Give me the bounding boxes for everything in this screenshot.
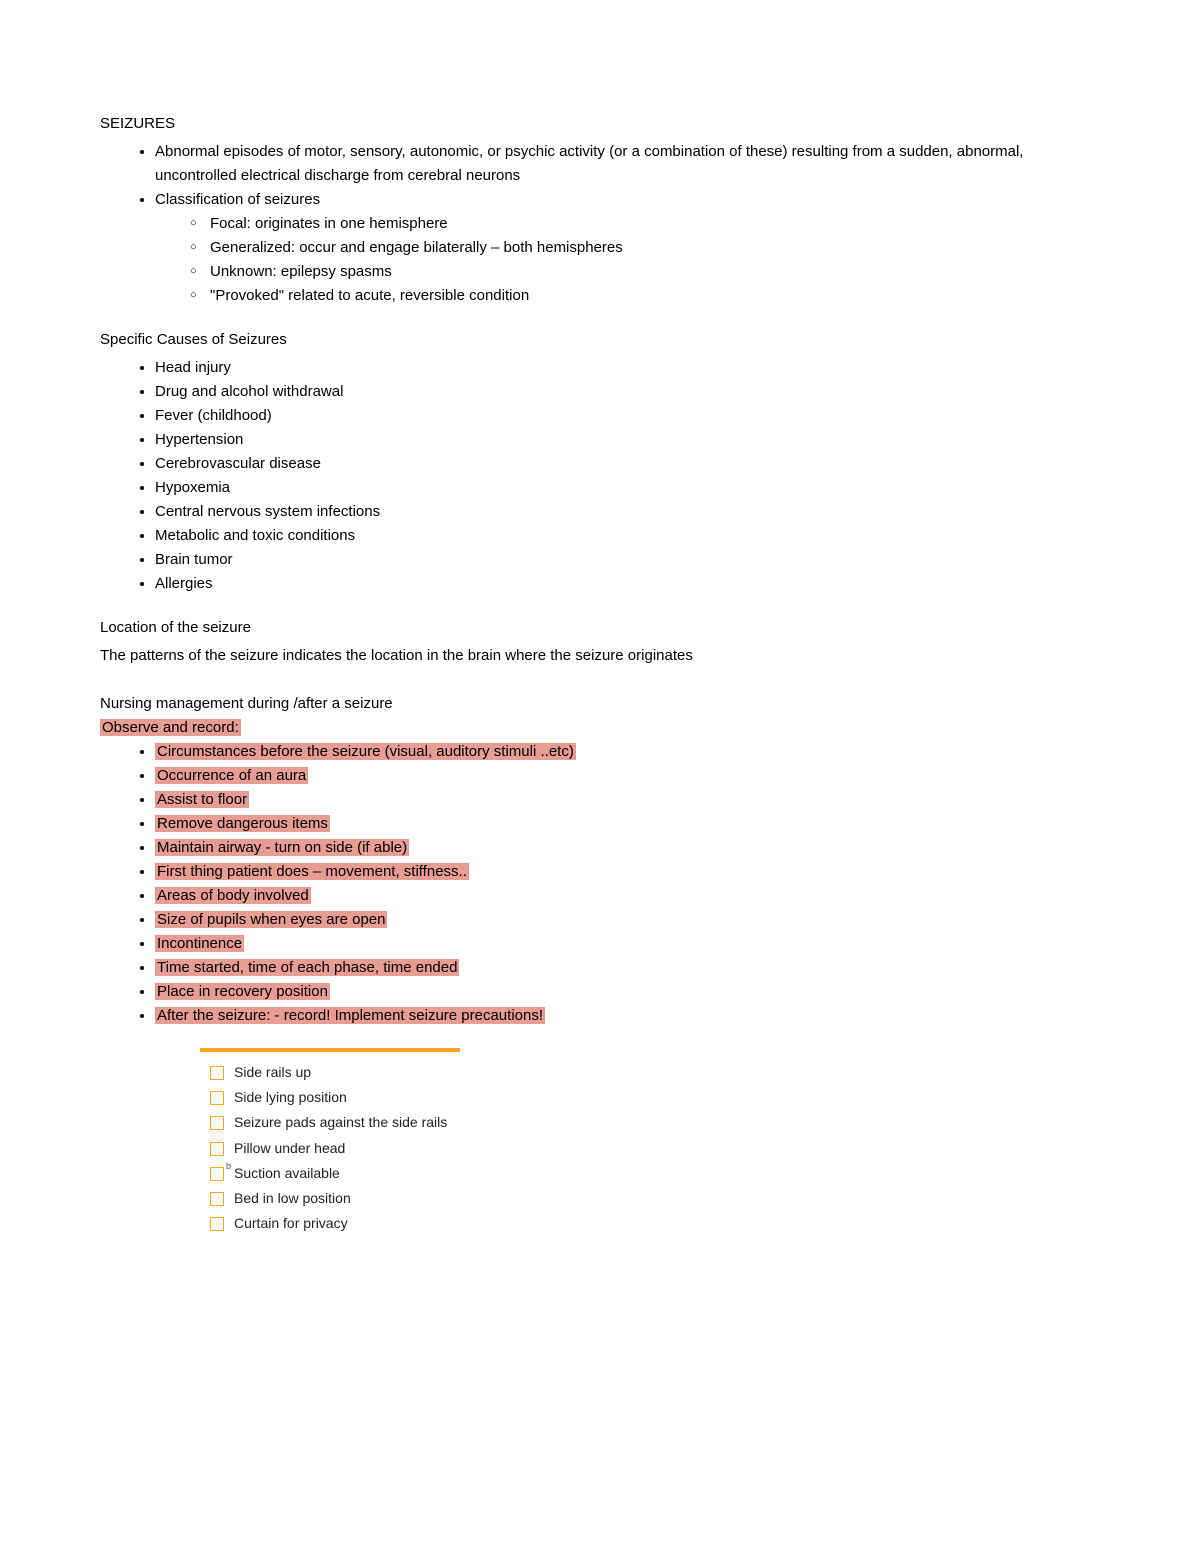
checklist-row: Seizure pads against the side rails [210, 1110, 450, 1135]
document-page: SEIZURES Abnormal episodes of motor, sen… [0, 0, 1200, 1302]
list-item: Assist to floor [155, 788, 1100, 812]
highlighted-text: First thing patient does – movement, sti… [155, 863, 469, 880]
checkbox-icon [210, 1091, 224, 1105]
location-text: The patterns of the seizure indicates th… [100, 644, 1100, 668]
checklist-row: Bed in low position [210, 1186, 450, 1211]
list-item: Abnormal episodes of motor, sensory, aut… [155, 140, 1100, 188]
list-item: Place in recovery position [155, 980, 1100, 1004]
list-item: First thing patient does – movement, sti… [155, 860, 1100, 884]
checkbox-icon [210, 1192, 224, 1206]
precautions-checklist: Side rails upSide lying positionSeizure … [200, 1048, 460, 1242]
list-item: Hypertension [155, 428, 1100, 452]
checkbox-icon [210, 1142, 224, 1156]
checklist-row: Pillow under head [210, 1136, 450, 1161]
highlighted-text: Circumstances before the seizure (visual… [155, 743, 576, 760]
list-item: Hypoxemia [155, 476, 1100, 500]
causes-list: Head injuryDrug and alcohol withdrawalFe… [100, 356, 1100, 596]
checklist-row: Side lying position [210, 1085, 450, 1110]
location-heading: Location of the seizure [100, 616, 1100, 640]
list-item: Remove dangerous items [155, 812, 1100, 836]
list-item: Fever (childhood) [155, 404, 1100, 428]
checklist-text: Seizure pads against the side rails [234, 1110, 450, 1135]
list-item: Metabolic and toxic conditions [155, 524, 1100, 548]
list-item: Size of pupils when eyes are open [155, 908, 1100, 932]
highlighted-text: Remove dangerous items [155, 815, 330, 832]
list-item: Allergies [155, 572, 1100, 596]
highlighted-text: Size of pupils when eyes are open [155, 911, 387, 928]
checklist-text: Pillow under head [234, 1136, 450, 1161]
checkbox-icon [210, 1066, 224, 1080]
list-item: Focal: originates in one hemisphere [210, 212, 1100, 236]
list-item: Occurrence of an aura [155, 764, 1100, 788]
list-item: Incontinence [155, 932, 1100, 956]
list-item: "Provoked" related to acute, reversible … [210, 284, 1100, 308]
causes-heading: Specific Causes of Seizures [100, 328, 1100, 352]
list-item: Circumstances before the seizure (visual… [155, 740, 1100, 764]
checklist-row: Side rails up [210, 1060, 450, 1085]
checklist-text: Suction available [234, 1161, 450, 1186]
list-item: Classification of seizures Focal: origina… [155, 188, 1100, 308]
list-item: Time started, time of each phase, time e… [155, 956, 1100, 980]
list-item: Maintain airway - turn on side (if able) [155, 836, 1100, 860]
highlighted-text: Areas of body involved [155, 887, 311, 904]
highlighted-text: Place in recovery position [155, 983, 330, 1000]
list-item-text: Abnormal episodes of motor, sensory, aut… [155, 143, 1023, 184]
intro-list: Abnormal episodes of motor, sensory, aut… [100, 140, 1100, 308]
list-item: Generalized: occur and engage bilaterall… [210, 236, 1100, 260]
checklist-text: Curtain for privacy [234, 1211, 450, 1236]
highlighted-text: Occurrence of an aura [155, 767, 308, 784]
checkbox-icon [210, 1116, 224, 1130]
observe-label: Observe and record: [100, 716, 1100, 740]
list-item: Cerebrovascular disease [155, 452, 1100, 476]
highlighted-text: Assist to floor [155, 791, 249, 808]
sub-list: Focal: originates in one hemisphereGener… [155, 212, 1100, 308]
list-item: Central nervous system infections [155, 500, 1100, 524]
checklist-text: Side rails up [234, 1060, 450, 1085]
list-item: Brain tumor [155, 548, 1100, 572]
list-item-text: Classification of seizures [155, 191, 320, 208]
highlighted-text: Maintain airway - turn on side (if able) [155, 839, 409, 856]
checklist-text: Side lying position [234, 1085, 450, 1110]
checkbox-icon [210, 1217, 224, 1231]
checklist-row: Suction available [210, 1161, 450, 1186]
observe-list: Circumstances before the seizure (visual… [100, 740, 1100, 1028]
highlighted-text: Incontinence [155, 935, 244, 952]
highlighted-text: After the seizure: - record! Implement s… [155, 1007, 545, 1024]
page-title: SEIZURES [100, 112, 1100, 136]
list-item: Head injury [155, 356, 1100, 380]
nursing-heading: Nursing management during /after a seizu… [100, 692, 1100, 716]
list-item: Areas of body involved [155, 884, 1100, 908]
checklist-row: Curtain for privacy [210, 1211, 450, 1236]
checklist-text: Bed in low position [234, 1186, 450, 1211]
list-item: Drug and alcohol withdrawal [155, 380, 1100, 404]
list-item: After the seizure: - record! Implement s… [155, 1004, 1100, 1028]
checkbox-icon [210, 1167, 224, 1181]
list-item: Unknown: epilepsy spasms [210, 260, 1100, 284]
highlighted-text: Time started, time of each phase, time e… [155, 959, 459, 976]
